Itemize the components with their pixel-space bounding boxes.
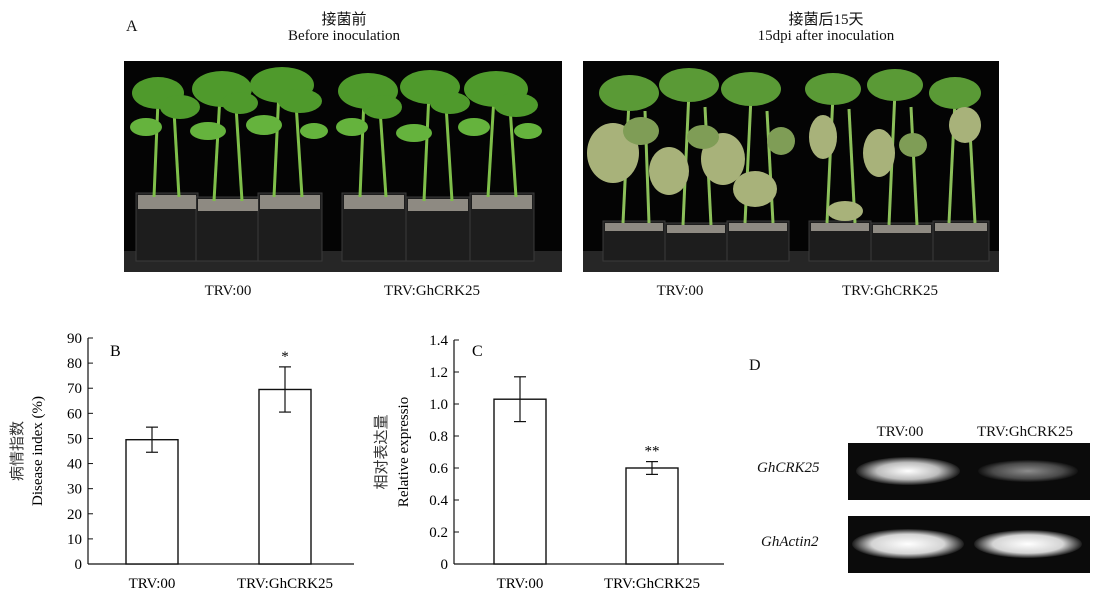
gel-gene2-label: GhActin2 bbox=[761, 534, 819, 550]
gel-lane2-label: TRV:GhCRK25 bbox=[976, 424, 1074, 440]
gel-gene1-label: GhCRK25 bbox=[757, 460, 820, 476]
chart-b-disease-index: B 0 10 20 30 40 50 60 70 80 90 TRV:00 * TRV:GhCRK25 病情… bbox=[9, 331, 354, 592]
y-tick-label: 20 bbox=[67, 507, 82, 523]
panel-a-right-title-cn: 接菌后15天 bbox=[788, 12, 864, 28]
gel-image-actin2 bbox=[848, 516, 1090, 573]
bar bbox=[493, 398, 547, 565]
panel-a-left-label-ctrl: TRV:00 bbox=[204, 283, 252, 299]
y-axis-label-cn: 相对表达量 bbox=[373, 414, 390, 489]
panel-a-right-label-gene: TRV:GhCRK25 bbox=[841, 283, 939, 299]
category-label: TRV:GhCRK25 bbox=[237, 576, 333, 592]
y-tick-label: 0 bbox=[75, 557, 83, 573]
panel-b-letter: B bbox=[110, 343, 121, 360]
plants-before-illustration bbox=[124, 61, 562, 272]
panel-a-left-title-cn: 接菌前 bbox=[321, 12, 367, 28]
significance-label: ** bbox=[645, 444, 660, 460]
photo-after-inoculation bbox=[583, 61, 999, 272]
y-tick-label: 50 bbox=[67, 431, 82, 447]
category-label: TRV:GhCRK25 bbox=[604, 576, 700, 592]
panel-a-left-label-gene: TRV:GhCRK25 bbox=[383, 283, 481, 299]
y-tick-label: 0.4 bbox=[429, 493, 448, 509]
y-tick-label: 30 bbox=[67, 482, 82, 498]
y-axis-label-cn: 病情指数 bbox=[9, 421, 26, 481]
plants-after-illustration bbox=[583, 61, 999, 272]
bar bbox=[258, 388, 312, 565]
bar bbox=[125, 438, 179, 565]
y-tick-label: 0.2 bbox=[429, 525, 448, 541]
panel-d-letter: D bbox=[749, 357, 761, 374]
y-tick-label: 0 bbox=[441, 557, 449, 573]
y-tick-label: 1.4 bbox=[429, 333, 448, 349]
y-tick-label: 70 bbox=[67, 381, 82, 397]
y-tick-label: 40 bbox=[67, 457, 82, 473]
y-axis-label: Disease index (%) bbox=[30, 396, 46, 506]
bar bbox=[625, 467, 679, 565]
panel-a-letter: A bbox=[126, 18, 138, 35]
gel-lane1-label: TRV:00 bbox=[876, 424, 924, 440]
panel-a-right-label-ctrl: TRV:00 bbox=[656, 283, 704, 299]
y-tick-label: 1.2 bbox=[429, 365, 448, 381]
y-tick-label: 0.8 bbox=[429, 429, 448, 445]
y-tick-label: 1.0 bbox=[429, 397, 448, 413]
y-tick-label: 80 bbox=[67, 356, 82, 372]
panel-c-letter: C bbox=[472, 343, 483, 360]
y-tick-label: 60 bbox=[67, 406, 82, 422]
gel-bands-crk25 bbox=[856, 457, 1078, 485]
y-tick-label: 90 bbox=[67, 331, 82, 347]
y-tick-label: 0.6 bbox=[429, 461, 448, 477]
category-label: TRV:00 bbox=[497, 576, 544, 592]
y-axis-label: Relative expressio bbox=[396, 397, 412, 507]
significance-label: * bbox=[281, 349, 289, 365]
gel-bands-actin2 bbox=[852, 529, 1082, 559]
panel-a-left-title-en: Before inoculation bbox=[287, 28, 401, 44]
gel-image-crk25 bbox=[848, 443, 1090, 500]
panel-a-right-title-en: 15dpi after inoculation bbox=[757, 28, 895, 44]
y-tick-label: 10 bbox=[67, 532, 82, 548]
category-label: TRV:00 bbox=[129, 576, 176, 592]
chart-c-relative-expression: C 0 0.2 0.4 0.6 0.8 1.0 1.2 1.4 TRV:00 ** TRV:GhCRK… bbox=[373, 333, 724, 592]
photo-before-inoculation bbox=[124, 61, 562, 272]
